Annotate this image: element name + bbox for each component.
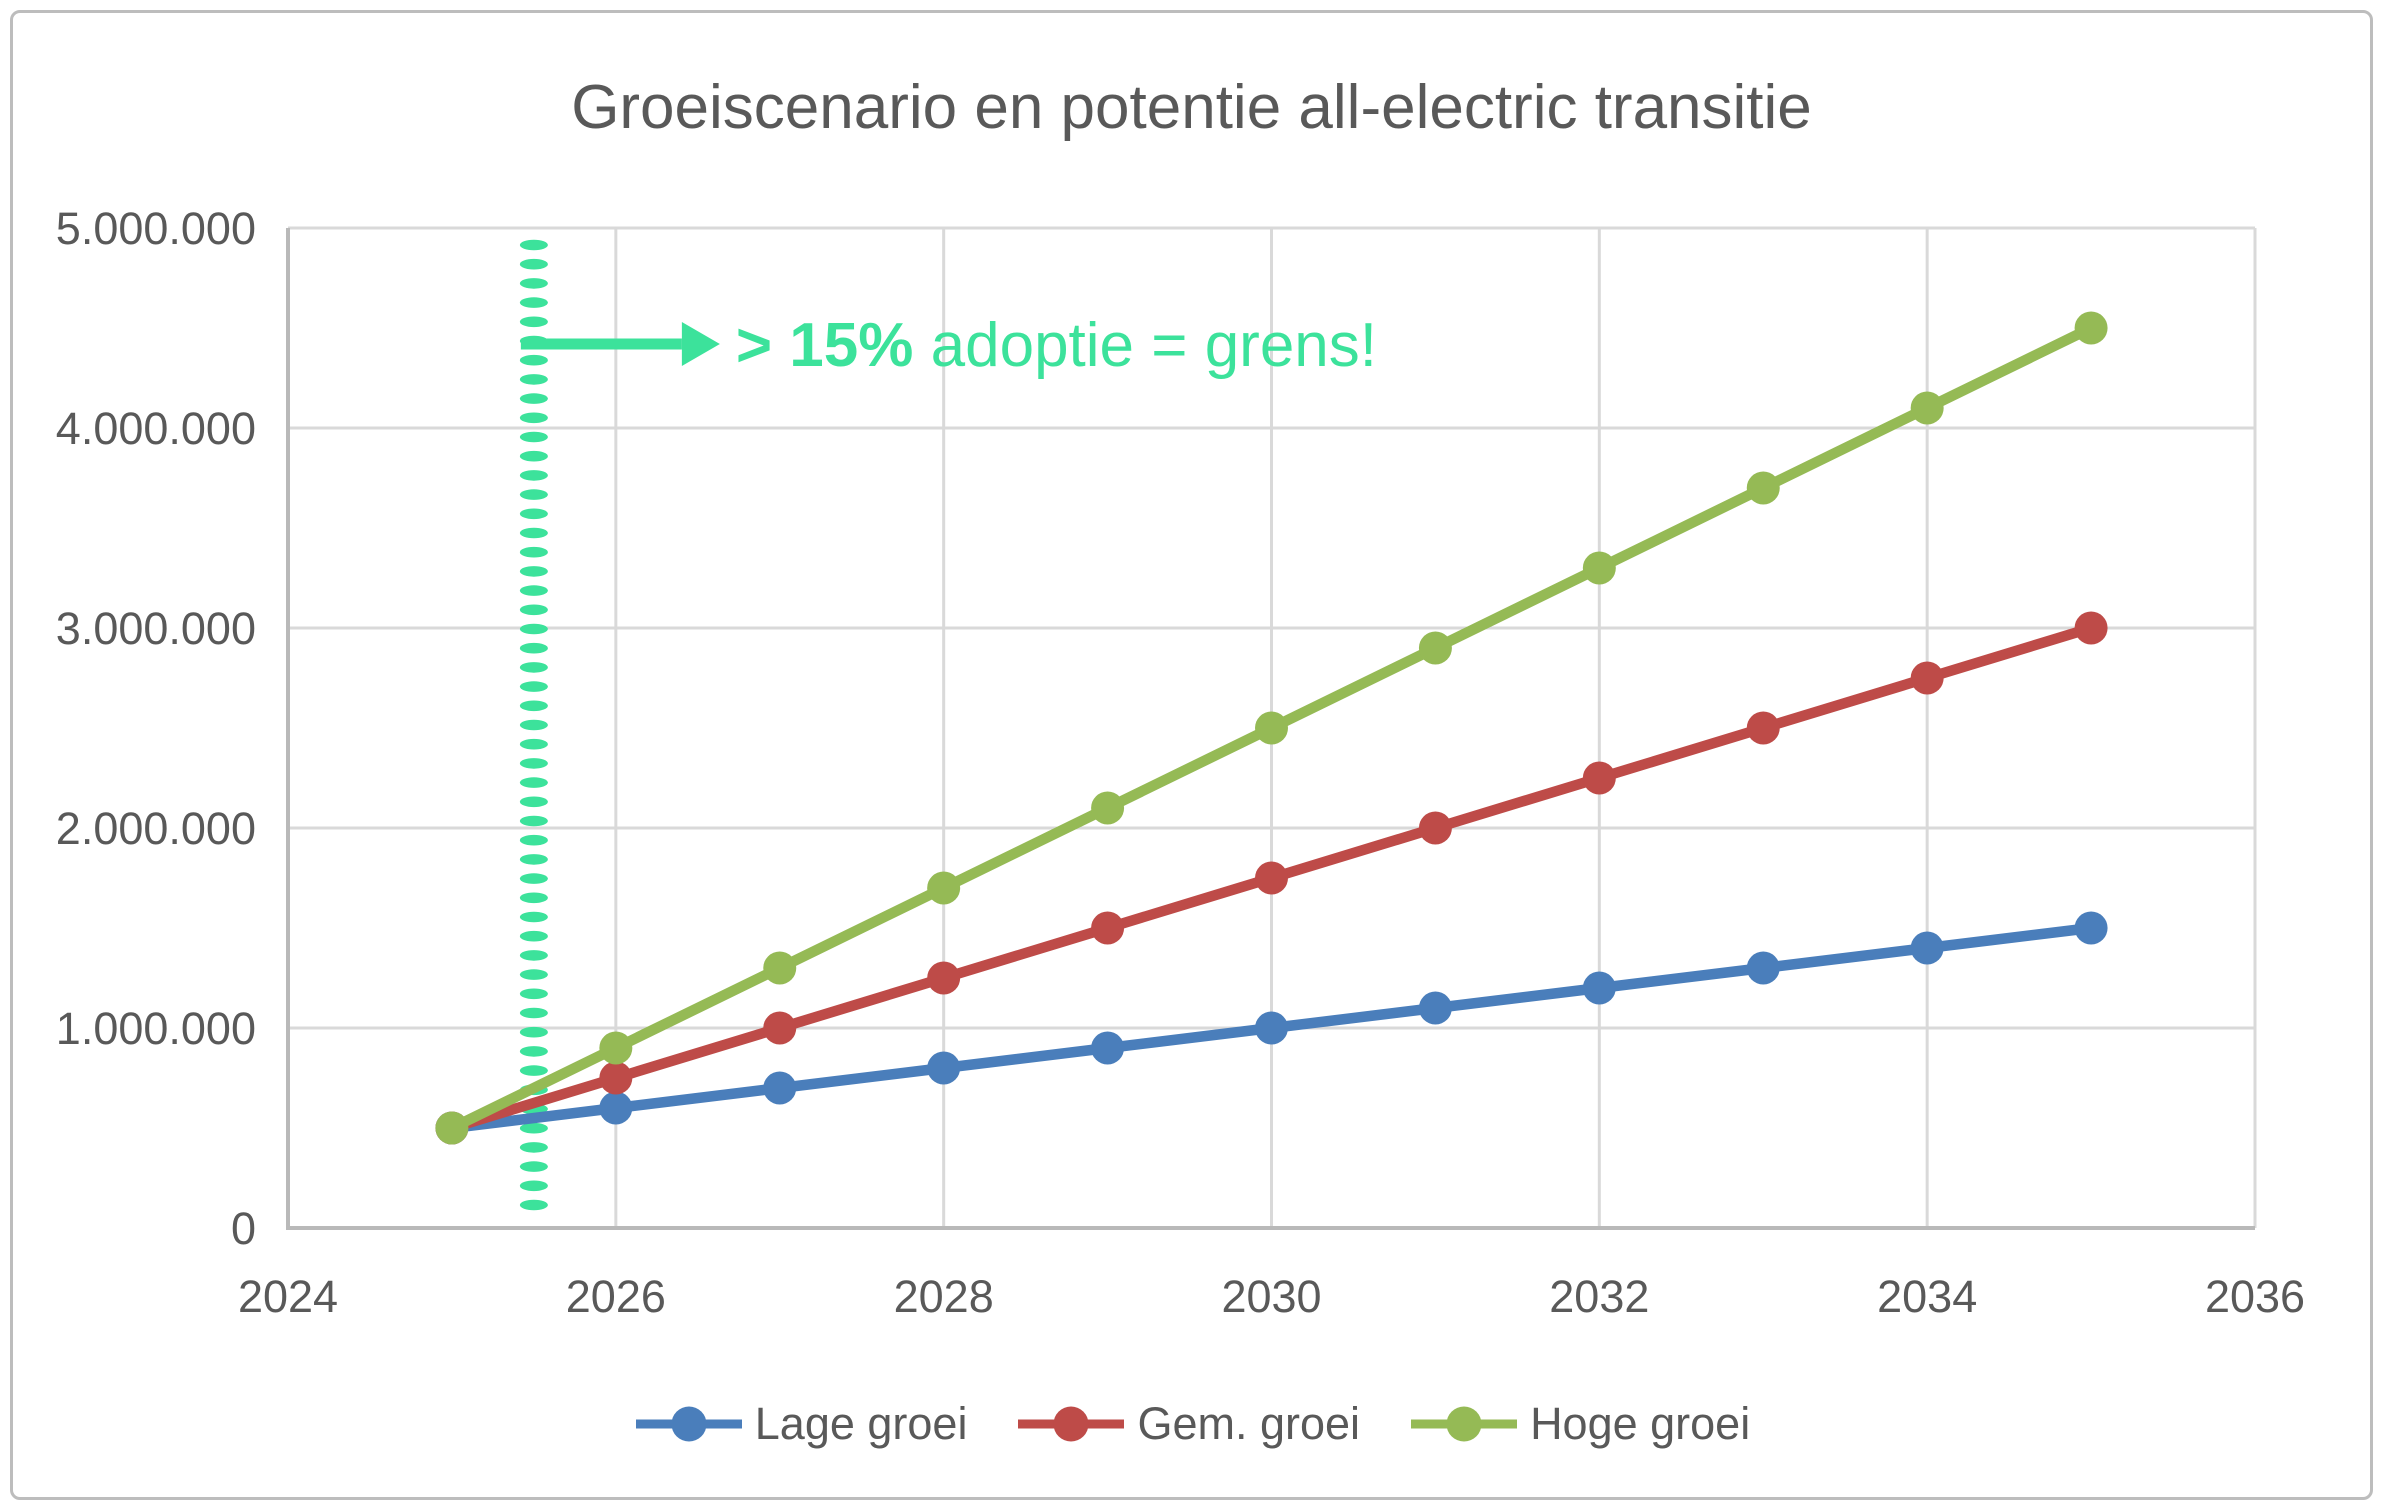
svg-text:5.000.000: 5.000.000 bbox=[56, 203, 256, 254]
legend-marker-gem-groei-icon bbox=[1018, 1406, 1125, 1442]
legend-label-hoge-groei: Hoge groei bbox=[1530, 1398, 1751, 1449]
svg-text:> 15% adoptie = grens!: > 15% adoptie = grens! bbox=[736, 311, 1377, 380]
svg-text:2030: 2030 bbox=[1221, 1271, 1321, 1322]
svg-text:2036: 2036 bbox=[2205, 1271, 2305, 1322]
svg-text:0: 0 bbox=[231, 1203, 256, 1254]
svg-text:4.000.000: 4.000.000 bbox=[56, 403, 256, 454]
svg-text:2028: 2028 bbox=[894, 1271, 994, 1322]
legend-item-gem-groei: Gem. groei bbox=[1015, 1396, 1360, 1452]
svg-text:1.000.000: 1.000.000 bbox=[56, 1003, 256, 1054]
legend-item-lage-groei: Lage groei bbox=[633, 1396, 968, 1452]
svg-text:2034: 2034 bbox=[1877, 1271, 1977, 1322]
svg-text:3.000.000: 3.000.000 bbox=[56, 603, 256, 654]
legend-item-hoge-groei: Hoge groei bbox=[1408, 1396, 1750, 1452]
legend-label-gem-groei: Gem. groei bbox=[1137, 1398, 1361, 1449]
legend-marker-hoge-groei-icon bbox=[1411, 1406, 1518, 1442]
chart-legend: Lage groei Gem. groei Hoge groei bbox=[0, 1396, 2383, 1452]
svg-text:2024: 2024 bbox=[238, 1271, 338, 1322]
legend-label-lage-groei: Lage groei bbox=[754, 1398, 968, 1449]
svg-text:2.000.000: 2.000.000 bbox=[56, 803, 256, 854]
chart-outer-border bbox=[10, 10, 2373, 1500]
svg-text:2032: 2032 bbox=[1549, 1271, 1649, 1322]
chart-title: Groeiscenario en potentie all-electric t… bbox=[571, 73, 1812, 142]
legend-marker-lage-groei-icon bbox=[635, 1406, 742, 1442]
svg-text:2026: 2026 bbox=[566, 1271, 666, 1322]
